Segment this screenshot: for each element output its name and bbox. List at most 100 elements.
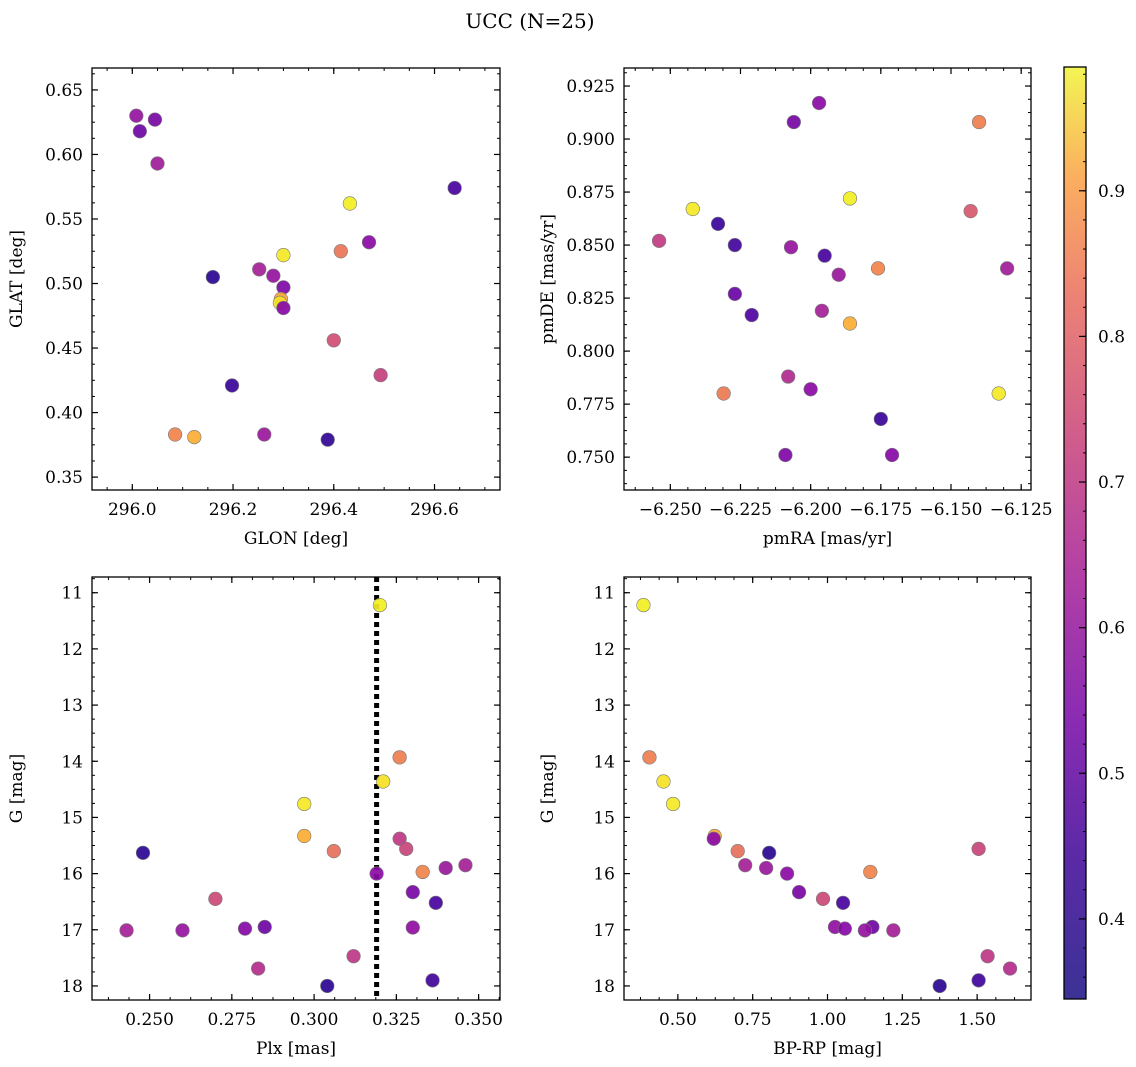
panel-glon-glat: 296.0 296.2 296.4 296.6 0.35 0.40 0.45 0.50 0.55… [7, 67, 501, 549]
y-axis-label: pmDE [mas/yr] [538, 214, 558, 344]
x-tick-label: 296.6 [410, 500, 459, 520]
scatter-point [971, 973, 986, 988]
scatter-point [863, 864, 878, 880]
scatter-point [428, 895, 443, 910]
colorbar-frame [1063, 66, 1087, 1000]
x-tick-label: 296.0 [108, 500, 157, 520]
y-tick-label: 17 [593, 921, 615, 941]
scatter-points [119, 597, 473, 994]
scatter-point [857, 923, 873, 938]
scatter-point [873, 411, 888, 427]
scatter-point [425, 973, 440, 988]
scatter-point [297, 796, 312, 812]
scatter-point [458, 858, 473, 873]
scatter-point [392, 750, 407, 765]
scatter-point [205, 269, 220, 285]
scatter-point [373, 368, 388, 383]
scatter-point [276, 280, 291, 295]
y-tick-label: 0.65 [45, 81, 83, 101]
axes-frame [623, 67, 1032, 491]
y-tick-label: 0.45 [45, 339, 83, 359]
scatter-point [251, 961, 266, 976]
scatter-point [326, 844, 341, 859]
scatter-point [886, 923, 901, 938]
x-tick-label: −6.150 [920, 500, 983, 520]
axes-frame [91, 67, 501, 491]
y-tick-label: 0.60 [45, 145, 83, 165]
colorbar-tick-label: 0.8 [1098, 327, 1125, 347]
y-tick-label: 14 [61, 752, 83, 772]
scatter-point [361, 235, 377, 250]
scatter-point [835, 895, 851, 910]
y-tick-label: 16 [593, 865, 615, 885]
scatter-point [297, 828, 312, 844]
scatter-point [135, 845, 151, 860]
scatter-point [706, 831, 721, 846]
scatter-point [778, 447, 793, 463]
scatter-point [730, 844, 745, 859]
scatter-point [831, 267, 846, 282]
scatter-point [963, 204, 978, 219]
scatter-point [811, 95, 827, 111]
scatter-point [710, 216, 726, 231]
scatter-point [791, 885, 807, 900]
scatter-point [762, 845, 777, 860]
colorbar-gradient [1064, 67, 1086, 999]
scatter-point [150, 156, 165, 171]
x-tick-label: −6.175 [849, 500, 912, 520]
x-tick-label: −6.250 [639, 500, 702, 520]
y-tick-label: 0.55 [45, 210, 83, 230]
scatter-point [346, 949, 361, 964]
y-tick-label: 0.50 [45, 275, 83, 295]
y-tick-label: 11 [593, 584, 615, 604]
scatter-point [665, 796, 681, 812]
scatter-point [656, 774, 671, 789]
scatter-point [224, 378, 240, 393]
x-tick-label: 0.250 [125, 1010, 174, 1030]
scatter-point [814, 303, 829, 318]
scatter-point [1002, 961, 1018, 976]
panel-pmra-pmde: −6.250 −6.225 −6.200 −6.175 −6.150 −6.125 0.75… [538, 67, 1053, 549]
scatter-point [369, 866, 384, 881]
scatter-point [738, 858, 753, 873]
scatter-points [129, 108, 462, 447]
scatter-point [320, 432, 335, 447]
scatter-point [842, 191, 858, 206]
scatter-point [129, 108, 144, 123]
y-tick-label: 16 [61, 865, 83, 885]
scatter-point [651, 233, 667, 248]
y-tick-label: 0.40 [45, 404, 83, 424]
scatter-point [252, 262, 267, 277]
scatter-point [266, 268, 281, 283]
y-tick-label: 13 [593, 696, 615, 716]
axes-frame [91, 576, 501, 1001]
scatter-point [392, 831, 407, 846]
x-tick-label: 0.75 [734, 1010, 772, 1030]
scatter-point [971, 841, 986, 856]
scatter-point [870, 261, 886, 276]
x-axis-label: BP-RP [mag] [773, 1039, 882, 1059]
scatter-points [651, 95, 1015, 463]
x-tick-label: 0.275 [208, 1010, 257, 1030]
scatter-point [372, 597, 388, 613]
y-tick-label: 18 [593, 977, 615, 997]
y-axis-label: G [mag] [538, 754, 558, 823]
y-tick-label: 11 [61, 584, 83, 604]
panel-plx-g: 0.250 0.275 0.300 0.325 0.350 11 12 13 14 15 16 17 1… [7, 576, 503, 1059]
y-tick-label: 0.35 [45, 468, 83, 488]
y-tick-label: 0.800 [566, 342, 615, 362]
scatter-point [817, 248, 832, 263]
y-tick-label: 0.850 [566, 236, 615, 256]
x-axis-label: GLON [deg] [244, 529, 348, 549]
x-tick-label: 0.350 [454, 1010, 503, 1030]
colorbar-tick-label: 0.6 [1098, 619, 1125, 639]
scatter-point [837, 921, 852, 936]
scatter-point [399, 841, 414, 856]
scatter-point [642, 750, 657, 765]
scatter-point [636, 597, 651, 613]
scatter-point [208, 891, 223, 906]
scatter-point [168, 427, 183, 442]
x-tick-label: 296.2 [209, 500, 258, 520]
scatter-point [727, 286, 742, 301]
